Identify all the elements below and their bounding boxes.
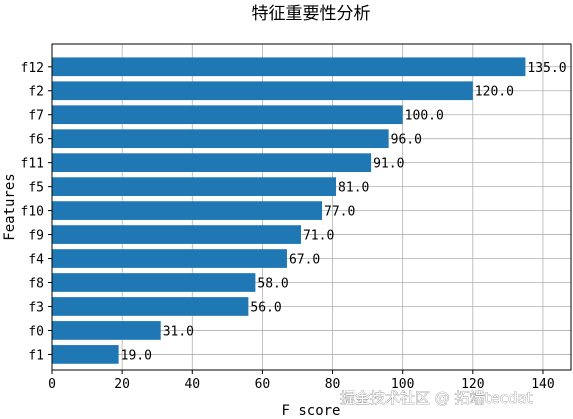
y-axis-label: Features: [2, 173, 18, 240]
data-label-f3: 56.0: [250, 300, 281, 315]
y-tick-label: f1: [28, 348, 44, 363]
data-label-f12: 135.0: [527, 61, 566, 76]
x-tick-label: 80: [325, 377, 341, 392]
x-tick-label: 0: [48, 377, 56, 392]
data-labels: 135.0120.0100.096.091.081.077.071.067.05…: [121, 61, 567, 364]
y-tick-label: f12: [21, 61, 44, 76]
data-label-f6: 96.0: [391, 133, 422, 148]
data-label-f0: 31.0: [163, 324, 194, 339]
data-label-f8: 58.0: [257, 277, 288, 292]
watermark: 掘金技术社区 @ 拓端tecdat: [340, 389, 533, 407]
x-tick-label: 40: [184, 377, 200, 392]
bar-f11: [52, 153, 372, 173]
data-label-f1: 19.0: [121, 348, 152, 363]
y-tick-label: f5: [28, 181, 44, 196]
y-axis: f12 f2 f7 f6 f11 f5 f10 f9 f4 f8 f3 f0 f1: [21, 61, 52, 363]
x-tick-label: 100: [391, 377, 414, 392]
bar-f10: [52, 201, 323, 220]
bar-f2: [52, 81, 473, 101]
y-tick-label: f4: [28, 253, 44, 268]
data-label-f2: 120.0: [475, 85, 514, 100]
bar-f12: [52, 57, 526, 77]
y-tick-label: f11: [21, 157, 44, 172]
bar-f9: [52, 225, 301, 244]
bar-f0: [52, 321, 161, 340]
plot-frame: [51, 43, 572, 371]
chart-title: 特征重要性分析: [252, 4, 371, 24]
data-label-f9: 71.0: [303, 229, 334, 244]
bars: [52, 57, 526, 364]
bar-f1: [52, 345, 119, 364]
y-tick-label: f2: [28, 85, 44, 100]
bar-f6: [52, 129, 389, 149]
bar-f8: [52, 273, 256, 292]
x-tick-label: 60: [255, 377, 271, 392]
x-axis: 0 20 40 60 80 100 120 140: [48, 370, 555, 392]
y-tick-label: f7: [28, 109, 44, 124]
data-label-f10: 77.0: [324, 205, 355, 220]
y-tick-label: f6: [28, 133, 44, 148]
bar-f5: [52, 177, 337, 196]
x-tick-label: 140: [531, 377, 554, 392]
data-label-f7: 100.0: [405, 109, 444, 124]
data-label-f11: 91.0: [373, 157, 404, 172]
y-tick-label: f3: [28, 300, 44, 315]
y-tick-label: f10: [21, 205, 44, 220]
x-axis-label: F score: [281, 403, 340, 419]
x-tick-label: 20: [114, 377, 130, 392]
y-tick-label: f9: [28, 229, 44, 244]
x-tick-label: 120: [461, 377, 484, 392]
y-tick-label: f0: [28, 324, 44, 339]
data-label-f4: 67.0: [289, 253, 320, 268]
y-tick-label: f8: [28, 277, 44, 292]
bar-f4: [52, 249, 287, 268]
bar-f7: [52, 105, 403, 125]
bar-f3: [52, 297, 249, 316]
data-label-f5: 81.0: [338, 181, 369, 196]
